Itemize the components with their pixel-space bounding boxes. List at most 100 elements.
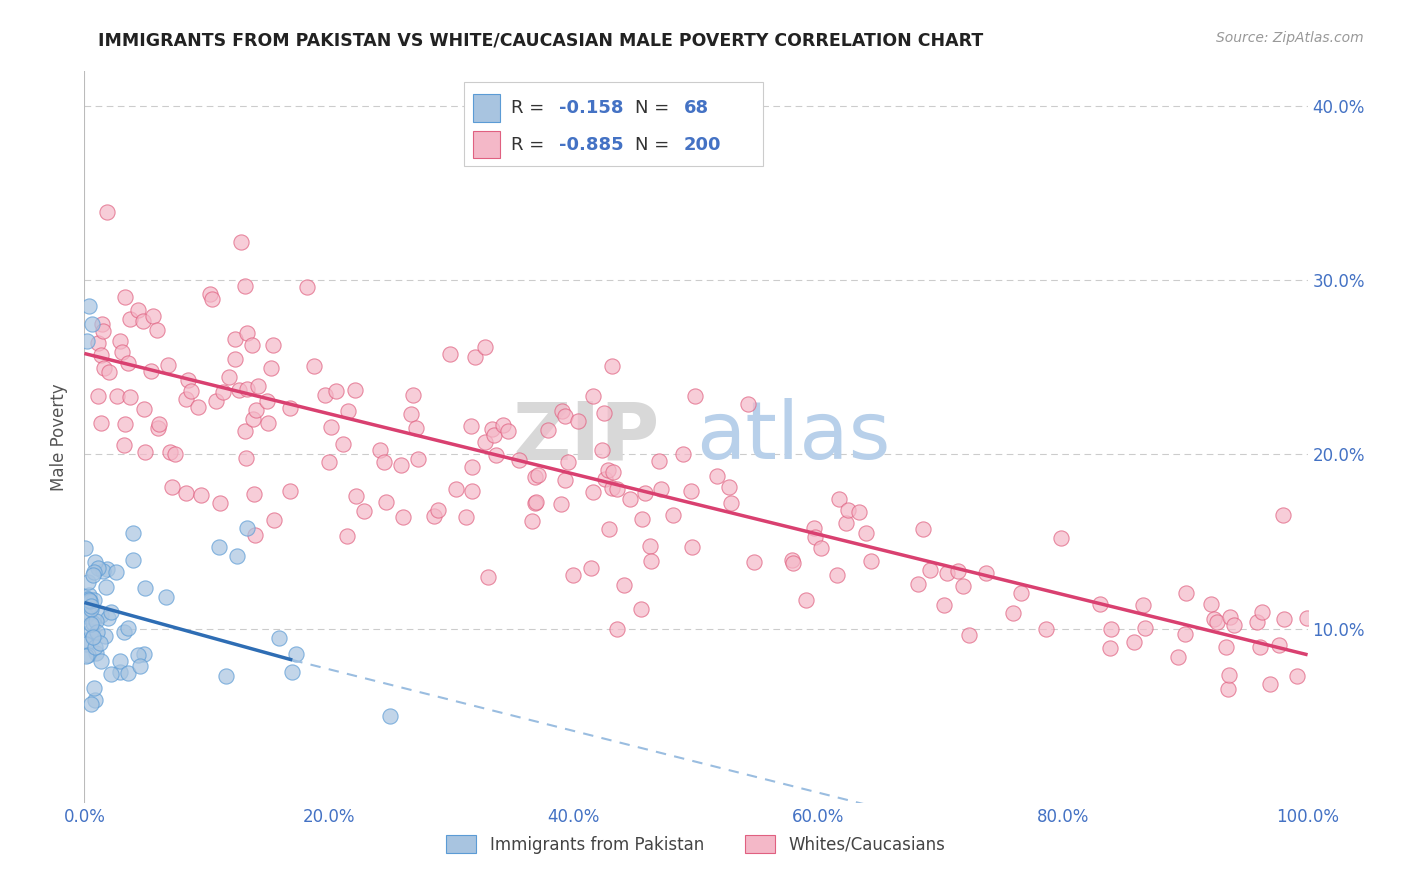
Point [77, 648, 100, 663]
Point [562, 568, 585, 582]
Point [159, 445, 181, 459]
Point [96, 562, 118, 576]
Point [295, 280, 318, 294]
Point [681, 541, 703, 555]
Text: Source: ZipAtlas.com: Source: ZipAtlas.com [1216, 31, 1364, 45]
Point [233, 424, 256, 438]
Point [598, 522, 620, 536]
Point [104, 565, 127, 579]
Point [1223, 618, 1246, 632]
Point [810, 541, 832, 555]
Point [344, 383, 367, 397]
Point [464, 350, 486, 364]
Point [523, 496, 546, 510]
Point [460, 419, 482, 434]
Point [482, 428, 505, 442]
Point [84, 640, 107, 654]
Point [672, 447, 695, 461]
Point [224, 332, 246, 346]
Point [90, 654, 112, 668]
Point [444, 482, 467, 496]
Point [1090, 597, 1112, 611]
Point [1215, 640, 1237, 655]
Point [907, 577, 929, 591]
Point [592, 406, 614, 420]
Point [100, 666, 122, 681]
Point [176, 392, 198, 406]
Legend: Immigrants from Pakistan, Whites/Caucasians: Immigrants from Pakistan, Whites/Caucasi… [440, 829, 952, 860]
Point [1035, 622, 1057, 636]
Point [640, 554, 662, 568]
Point [485, 448, 508, 462]
Point [80, 698, 103, 712]
Point [87, 389, 110, 403]
Point [581, 561, 603, 575]
Point [402, 387, 425, 401]
Point [79, 588, 101, 602]
Point [218, 370, 240, 384]
Point [1251, 605, 1274, 619]
Point [84, 615, 107, 629]
Point [82, 615, 104, 630]
Bar [474, 130, 501, 159]
Point [211, 384, 233, 399]
Point [201, 292, 224, 306]
Point [399, 407, 422, 421]
Point [76, 334, 98, 349]
Point [108, 334, 131, 348]
Point [1001, 606, 1024, 620]
Point [246, 379, 269, 393]
Point [373, 454, 395, 468]
Point [134, 581, 156, 595]
Point [84, 646, 107, 660]
Point [602, 465, 624, 479]
Point [606, 482, 628, 496]
Point [935, 566, 957, 580]
Point [1201, 597, 1223, 611]
Point [720, 496, 742, 510]
Point [737, 397, 759, 411]
Point [1258, 677, 1281, 691]
Point [860, 554, 883, 568]
Point [581, 484, 603, 499]
Point [319, 420, 342, 434]
Point [474, 434, 496, 449]
FancyBboxPatch shape [464, 82, 763, 167]
Point [460, 460, 482, 475]
Point [1274, 612, 1296, 626]
Point [647, 454, 669, 468]
Point [82, 629, 104, 643]
Point [630, 601, 652, 615]
Point [80, 599, 103, 613]
Point [263, 513, 285, 527]
Point [245, 527, 267, 541]
Point [1099, 640, 1122, 655]
Point [91, 324, 114, 338]
Point [638, 539, 661, 553]
Point [461, 483, 484, 498]
Point [1010, 586, 1032, 600]
Point [97, 365, 120, 379]
Point [208, 540, 231, 554]
Point [474, 340, 496, 354]
Point [236, 382, 259, 396]
Point [957, 628, 980, 642]
Point [368, 443, 391, 458]
Point [835, 516, 858, 531]
Point [946, 564, 969, 578]
Point [122, 553, 145, 567]
Point [550, 497, 572, 511]
Point [94, 580, 117, 594]
Y-axis label: Male Poverty: Male Poverty [51, 384, 69, 491]
Point [83, 555, 105, 569]
Point [100, 605, 122, 619]
Point [650, 482, 672, 496]
Point [912, 522, 935, 536]
Point [75, 649, 97, 664]
Point [508, 452, 530, 467]
Point [231, 235, 253, 249]
Point [160, 480, 183, 494]
Point [619, 492, 641, 507]
Text: N =: N = [636, 99, 675, 117]
Point [90, 317, 112, 331]
